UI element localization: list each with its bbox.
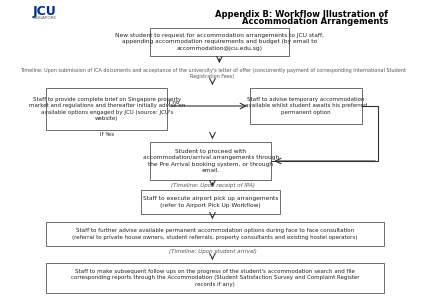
Text: (Timeline: Upon student arrival): (Timeline: Upon student arrival) <box>169 249 256 254</box>
Text: New student to request for accommodation arrangements to JCU staff,
appending ac: New student to request for accommodation… <box>115 33 324 51</box>
Text: Staff to make subsequent follow ups on the progress of the student's accommodati: Staff to make subsequent follow ups on t… <box>71 269 359 287</box>
Text: Staff to advise temporary accommodation
available whilst student awaits his pref: Staff to advise temporary accommodation … <box>245 97 367 115</box>
Text: Staff to further advise available permanent accommodation options during face to: Staff to further advise available perman… <box>72 228 358 240</box>
Text: Accommodation Arrangements: Accommodation Arrangements <box>242 17 388 26</box>
FancyBboxPatch shape <box>46 263 384 293</box>
FancyBboxPatch shape <box>46 222 384 246</box>
Text: If no: If no <box>167 100 179 106</box>
FancyBboxPatch shape <box>46 88 167 130</box>
Text: (Timeline: Upon receipt of IPA): (Timeline: Upon receipt of IPA) <box>170 183 255 188</box>
Text: Timeline: Upon submission of ICA documents and acceptance of the university's le: Timeline: Upon submission of ICA documen… <box>20 68 405 79</box>
FancyBboxPatch shape <box>150 142 272 180</box>
Text: JCU: JCU <box>33 5 57 18</box>
FancyBboxPatch shape <box>250 88 363 124</box>
Text: Staff to execute airport pick up arrangements
(refer to Airport Pick Up Workflow: Staff to execute airport pick up arrange… <box>143 196 278 208</box>
Text: Student to proceed with
accommodation/arrival arrangements through
the Pre Arriv: Student to proceed with accommodation/ar… <box>143 149 279 173</box>
Text: If Yes: If Yes <box>99 131 114 136</box>
FancyBboxPatch shape <box>142 190 280 214</box>
Text: Staff to provide complete brief on Singapore property
market and regulations and: Staff to provide complete brief on Singa… <box>28 97 185 121</box>
Text: SINGAPORE: SINGAPORE <box>33 16 57 20</box>
FancyBboxPatch shape <box>150 28 289 56</box>
Text: Appendix B: Workflow Illustration of: Appendix B: Workflow Illustration of <box>215 10 388 19</box>
